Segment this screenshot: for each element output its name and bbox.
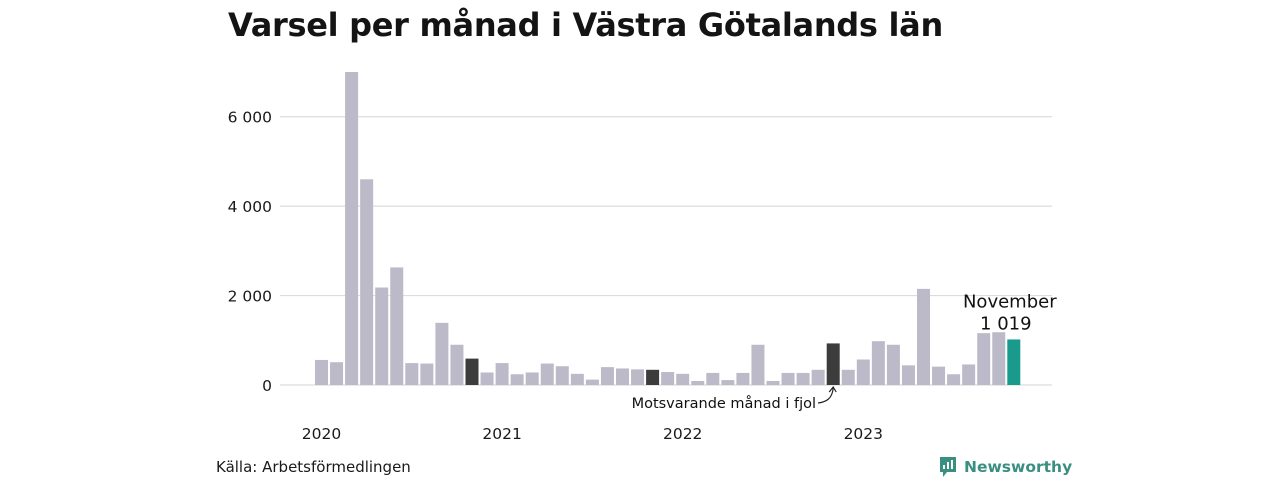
bar <box>691 380 705 385</box>
y-tick-label: 6 000 <box>228 109 272 127</box>
bar <box>495 363 509 385</box>
y-tick-label: 2 000 <box>228 288 272 306</box>
bar-current-month <box>1007 339 1021 385</box>
bar <box>977 333 991 385</box>
bar <box>751 344 765 385</box>
bar <box>420 363 434 385</box>
annotations: November 1 019 Motsvarande månad i fjol <box>632 291 1058 412</box>
brand-logo: Newsworthy <box>938 456 1072 478</box>
bar <box>585 379 599 385</box>
x-tick-label: 2020 <box>302 425 341 443</box>
bar-previous-year <box>465 358 479 385</box>
bar <box>706 372 720 385</box>
bar <box>856 359 870 385</box>
bar <box>992 332 1006 385</box>
bar <box>917 288 930 385</box>
bar <box>871 341 885 385</box>
source-note: Källa: Arbetsförmedlingen <box>216 458 411 476</box>
previous-year-label: Motsvarande månad i fjol <box>632 395 816 412</box>
bar <box>781 372 795 385</box>
bar <box>676 373 690 385</box>
bar <box>555 366 569 385</box>
bar <box>736 372 750 385</box>
y-tick-label: 4 000 <box>228 198 272 216</box>
current-month-label: November <box>963 291 1057 312</box>
bar <box>886 344 900 385</box>
bar <box>947 374 961 385</box>
bar <box>375 287 389 385</box>
bar <box>390 267 404 385</box>
bar <box>631 369 645 385</box>
bar <box>345 72 359 385</box>
bar <box>811 369 825 385</box>
bar <box>796 372 810 385</box>
axis-labels: 0 2 000 4 000 6 000 2020 2021 2022 2023 <box>228 109 883 443</box>
brand-name: Newsworthy <box>964 458 1073 476</box>
bar <box>510 374 524 385</box>
bar <box>330 362 344 385</box>
previous-year-arrow <box>817 387 834 404</box>
y-tick-label: 0 <box>262 377 272 395</box>
previous-year-arrowhead <box>828 385 837 393</box>
x-tick-label: 2022 <box>663 425 702 443</box>
current-value-label: 1 019 <box>980 313 1032 334</box>
bar <box>315 359 328 385</box>
x-tick-label: 2023 <box>844 425 883 443</box>
bar <box>616 368 629 385</box>
bar <box>480 372 494 385</box>
bar <box>901 365 915 385</box>
bar <box>661 372 675 385</box>
bar <box>932 366 946 385</box>
bar <box>600 367 614 385</box>
bar <box>540 363 554 385</box>
bar <box>435 322 449 385</box>
newsworthy-logo-icon <box>940 457 956 477</box>
bar-previous-year <box>826 343 840 385</box>
bar <box>360 179 374 385</box>
bar <box>525 372 539 385</box>
bar-previous-year <box>646 369 660 385</box>
bar <box>450 344 464 385</box>
bar <box>405 363 419 385</box>
chart-title: Varsel per månad i Västra Götalands län <box>228 6 943 44</box>
bar <box>962 364 976 385</box>
x-tick-label: 2021 <box>482 425 521 443</box>
bar <box>766 380 780 385</box>
bar <box>570 373 584 385</box>
bar <box>721 380 735 385</box>
bars <box>315 72 1021 385</box>
bar <box>841 369 855 385</box>
